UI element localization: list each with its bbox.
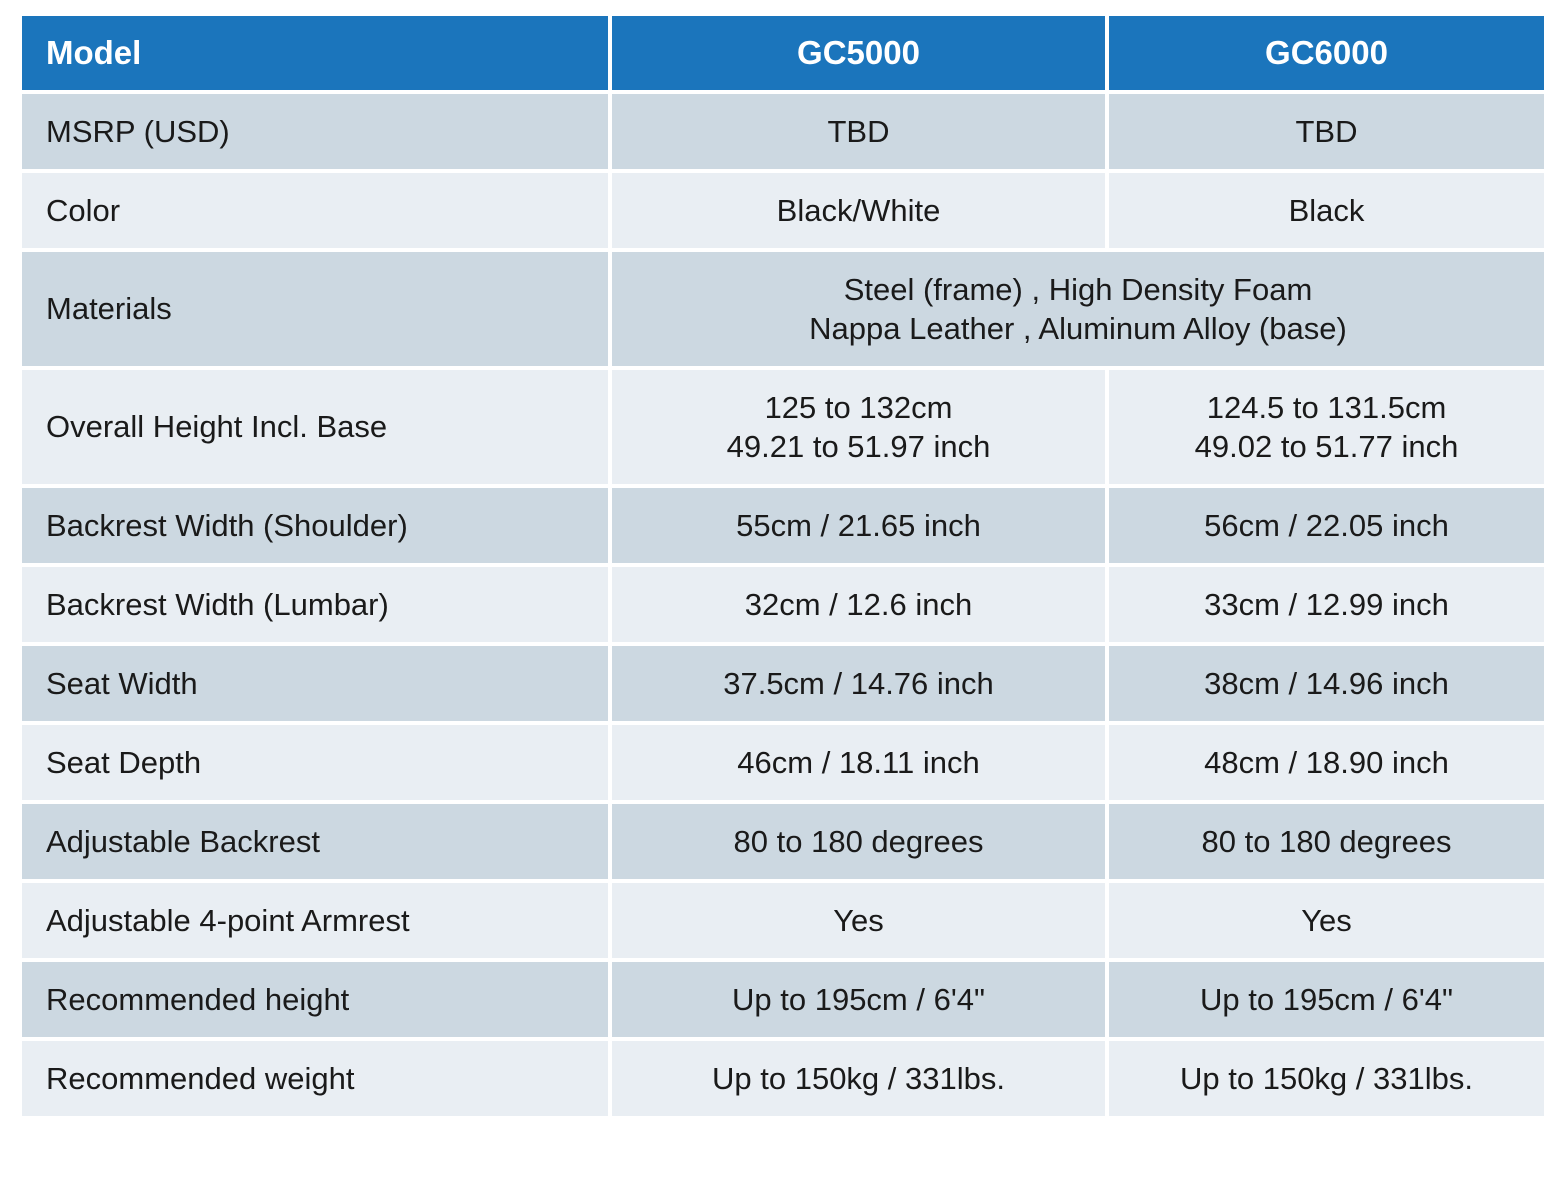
table-row-adjustable-backrest: Adjustable Backrest 80 to 180 degrees 80… bbox=[18, 800, 1548, 884]
height-cm-gc5000: 125 to 132cm bbox=[764, 389, 953, 425]
cell-gc5000: TBD bbox=[608, 89, 1109, 173]
cell-materials-span: Steel (frame) , High Density Foam Nappa … bbox=[608, 247, 1548, 370]
spec-comparison-table: Model GC5000 GC6000 MSRP (USD) TBD TBD C… bbox=[18, 12, 1548, 1121]
table-row-color: Color Black/White Black bbox=[18, 168, 1548, 252]
table-row-adjustable-armrest: Adjustable 4-point Armrest Yes Yes bbox=[18, 879, 1548, 963]
materials-line-2: Nappa Leather , Aluminum Alloy (base) bbox=[809, 310, 1347, 346]
row-label: MSRP (USD) bbox=[18, 89, 612, 173]
cell-gc5000: Up to 150kg / 331lbs. bbox=[608, 1037, 1109, 1121]
cell-gc5000: 125 to 132cm 49.21 to 51.97 inch bbox=[608, 365, 1109, 488]
row-label: Overall Height Incl. Base bbox=[18, 365, 612, 488]
table-row-seat-depth: Seat Depth 46cm / 18.11 inch 48cm / 18.9… bbox=[18, 720, 1548, 805]
cell-gc6000: Up to 195cm / 6'4" bbox=[1105, 958, 1548, 1042]
table-row-backrest-shoulder: Backrest Width (Shoulder) 55cm / 21.65 i… bbox=[18, 483, 1548, 567]
table-row-backrest-lumbar: Backrest Width (Lumbar) 32cm / 12.6 inch… bbox=[18, 562, 1548, 646]
cell-gc5000: Yes bbox=[608, 879, 1109, 963]
row-label: Seat Depth bbox=[18, 720, 612, 805]
row-label: Backrest Width (Shoulder) bbox=[18, 483, 612, 567]
cell-gc6000: TBD bbox=[1105, 89, 1548, 173]
cell-gc6000: Black bbox=[1105, 168, 1548, 252]
cell-gc6000: Up to 150kg / 331lbs. bbox=[1105, 1037, 1548, 1121]
table-row-materials: Materials Steel (frame) , High Density F… bbox=[18, 247, 1548, 370]
header-gc6000: GC6000 bbox=[1105, 12, 1548, 94]
row-label: Adjustable 4-point Armrest bbox=[18, 879, 612, 963]
cell-gc6000: 80 to 180 degrees bbox=[1105, 800, 1548, 884]
cell-gc6000: 38cm / 14.96 inch bbox=[1105, 641, 1548, 726]
table-row-recommended-weight: Recommended weight Up to 150kg / 331lbs.… bbox=[18, 1037, 1548, 1121]
row-label: Color bbox=[18, 168, 612, 252]
row-label: Seat Width bbox=[18, 641, 612, 726]
row-label: Materials bbox=[18, 247, 612, 370]
header-row: Model GC5000 GC6000 bbox=[18, 12, 1548, 94]
cell-gc5000: 55cm / 21.65 inch bbox=[608, 483, 1109, 567]
height-inch-gc6000: 49.02 to 51.77 inch bbox=[1194, 428, 1459, 464]
header-gc5000: GC5000 bbox=[608, 12, 1109, 94]
page: Model GC5000 GC6000 MSRP (USD) TBD TBD C… bbox=[18, 12, 1548, 1121]
table-row-recommended-height: Recommended height Up to 195cm / 6'4" Up… bbox=[18, 958, 1548, 1042]
cell-gc5000: 80 to 180 degrees bbox=[608, 800, 1109, 884]
cell-gc5000: 46cm / 18.11 inch bbox=[608, 720, 1109, 805]
row-label: Recommended weight bbox=[18, 1037, 612, 1121]
row-label: Adjustable Backrest bbox=[18, 800, 612, 884]
table-row-seat-width: Seat Width 37.5cm / 14.76 inch 38cm / 14… bbox=[18, 641, 1548, 726]
header-model: Model bbox=[18, 12, 612, 94]
cell-gc6000: 124.5 to 131.5cm 49.02 to 51.77 inch bbox=[1105, 365, 1548, 488]
cell-gc6000: 56cm / 22.05 inch bbox=[1105, 483, 1548, 567]
height-cm-gc6000: 124.5 to 131.5cm bbox=[1206, 389, 1447, 425]
row-label: Recommended height bbox=[18, 958, 612, 1042]
cell-gc6000: Yes bbox=[1105, 879, 1548, 963]
row-label: Backrest Width (Lumbar) bbox=[18, 562, 612, 646]
cell-gc5000: Up to 195cm / 6'4" bbox=[608, 958, 1109, 1042]
cell-gc5000: 32cm / 12.6 inch bbox=[608, 562, 1109, 646]
cell-gc6000: 33cm / 12.99 inch bbox=[1105, 562, 1548, 646]
cell-gc5000: Black/White bbox=[608, 168, 1109, 252]
cell-gc6000: 48cm / 18.90 inch bbox=[1105, 720, 1548, 805]
height-inch-gc5000: 49.21 to 51.97 inch bbox=[726, 428, 991, 464]
cell-gc5000: 37.5cm / 14.76 inch bbox=[608, 641, 1109, 726]
table-row-msrp: MSRP (USD) TBD TBD bbox=[18, 89, 1548, 173]
table-row-overall-height: Overall Height Incl. Base 125 to 132cm 4… bbox=[18, 365, 1548, 488]
materials-line-1: Steel (frame) , High Density Foam bbox=[843, 271, 1313, 307]
